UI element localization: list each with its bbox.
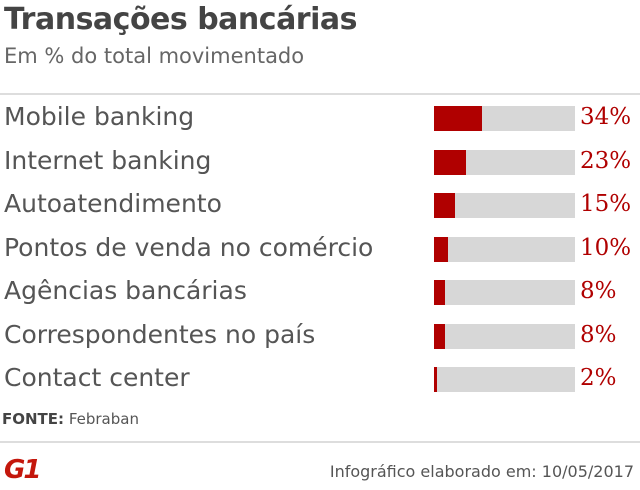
bar-track xyxy=(434,106,575,131)
bar xyxy=(434,149,467,175)
category-label: Internet banking xyxy=(4,145,212,175)
category-label: Agências bancárias xyxy=(4,276,247,305)
value-label: 2% xyxy=(580,365,617,391)
category-label: Correspondentes no país xyxy=(4,319,316,349)
bar xyxy=(434,236,449,262)
source-value: Febraban xyxy=(68,410,139,428)
bar-chart: Mobile banking 34% Internet banking 23% Auto… xyxy=(0,96,640,406)
top-divider xyxy=(0,93,640,95)
bar-track xyxy=(434,280,575,305)
category-label: Pontos de venda no comércio xyxy=(4,232,374,262)
bottom-divider xyxy=(0,441,640,443)
chart-subtitle: Em % do total movimentado xyxy=(4,44,305,68)
bar-track xyxy=(434,149,575,175)
bar-track xyxy=(434,236,575,262)
category-label: Contact center xyxy=(4,363,190,392)
value-label: 8% xyxy=(580,321,617,348)
bar xyxy=(434,367,437,392)
g1-logo: G1 xyxy=(4,455,41,485)
bar xyxy=(434,106,482,131)
bar-track xyxy=(434,367,575,392)
source-label: FONTE: xyxy=(2,410,65,428)
bar xyxy=(434,323,446,349)
value-label: 34% xyxy=(580,104,632,130)
credit-text: Infográfico elaborado em: 10/05/2017 xyxy=(329,462,634,481)
bar xyxy=(434,193,456,218)
bar-track xyxy=(434,323,575,349)
value-label: 10% xyxy=(580,234,632,261)
value-label: 23% xyxy=(580,147,632,174)
category-label: Mobile banking xyxy=(4,102,195,131)
value-label: 15% xyxy=(580,191,632,217)
chart-title: Transações bancárias xyxy=(4,2,358,37)
source-note: FONTE: Febraban xyxy=(2,410,139,428)
bar-track xyxy=(434,193,575,218)
value-label: 8% xyxy=(580,278,617,304)
category-label: Autoatendimento xyxy=(4,189,222,218)
bar xyxy=(434,280,446,305)
